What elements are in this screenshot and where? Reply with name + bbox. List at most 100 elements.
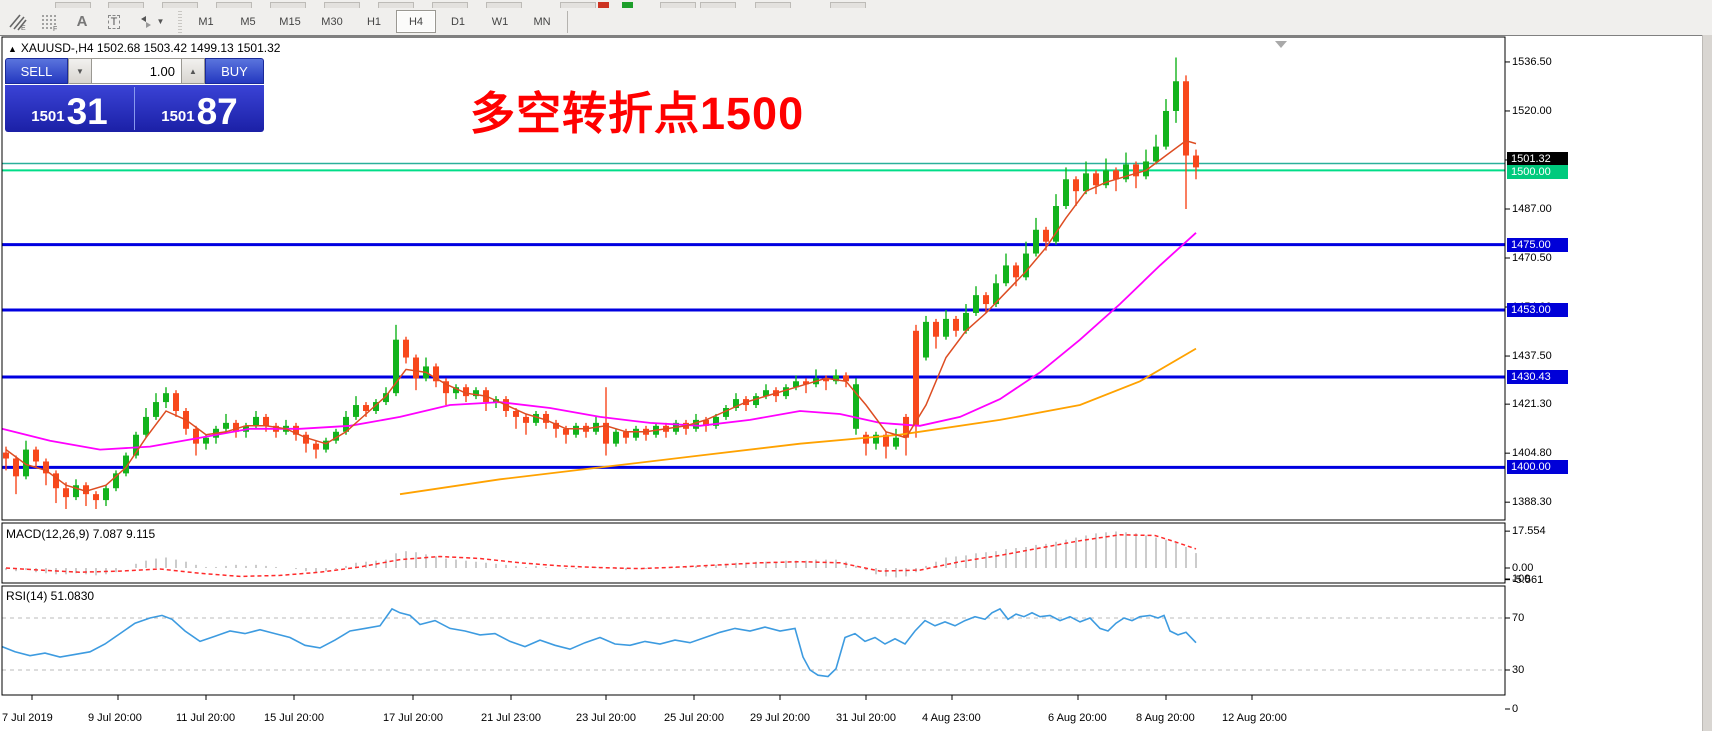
red-status-fragment [598, 2, 609, 8]
timeframe-button-w1[interactable]: W1 [491, 15, 509, 28]
candle-body [943, 318, 949, 337]
toolbar-fragment [270, 2, 306, 8]
green-status-fragment [622, 2, 633, 8]
candle-body [603, 422, 609, 444]
timeframe-button-m5[interactable]: M5 [240, 15, 256, 28]
chart-header-text: XAUUSD-,H4 1502.68 1503.42 1499.13 1501.… [20, 41, 281, 55]
candle-body [853, 384, 859, 429]
candle-body [193, 428, 199, 444]
macd-tick-label: 17.554 [1512, 525, 1546, 538]
toolbar-fragment [755, 2, 791, 8]
candle-body [1013, 265, 1019, 278]
volume-decrease-button[interactable]: ▼ [68, 58, 92, 84]
candle-body [383, 393, 389, 403]
candle-body [113, 473, 119, 489]
candle-body [303, 434, 309, 444]
timeframe-button-d1[interactable]: D1 [450, 15, 466, 28]
candle-body [713, 416, 719, 426]
candle-body [1053, 206, 1059, 242]
symbol-collapse-arrow[interactable]: ▲ [8, 44, 17, 54]
timeframe-button-h1[interactable]: H1 [366, 15, 382, 28]
toolbar-separator-2 [567, 10, 568, 33]
timeframe-button-mn[interactable]: MN [533, 15, 551, 28]
macd-panel-border [1, 522, 1506, 584]
macd-signal-line [5, 534, 1197, 578]
chart-plot[interactable] [0, 35, 1712, 731]
time-label: 6 Aug 20:00 [1048, 712, 1107, 724]
channel-tool-icon[interactable]: E [3, 11, 33, 33]
candle-body [933, 321, 939, 337]
candle-body [1083, 173, 1089, 192]
candle-body [913, 330, 919, 426]
candle-body [173, 393, 179, 411]
price-tag-1475.00: 1475.00 [1507, 237, 1568, 252]
timeframe-button-h4[interactable]: H4 [396, 10, 436, 33]
price-tag-1453.00: 1453.00 [1507, 302, 1568, 317]
timeframe-button-m15[interactable]: M15 [279, 15, 301, 28]
chart-window[interactable]: ▲ XAUUSD-,H4 1502.68 1503.42 1499.13 1501… [0, 35, 1712, 731]
timeframe-button-m30[interactable]: M30 [321, 15, 343, 28]
candle-body [1043, 229, 1049, 242]
text-tool-icon[interactable]: T [99, 11, 129, 33]
candle-body [923, 321, 929, 358]
toolbar-separator[interactable] [178, 10, 182, 33]
time-label: 11 Jul 20:00 [176, 712, 236, 724]
timeframe-button-m1[interactable]: M1 [198, 15, 214, 28]
time-label: 23 Jul 20:00 [576, 712, 636, 724]
candle-body [783, 387, 789, 397]
ma-slow-line [399, 347, 1197, 496]
candle-body [1063, 179, 1069, 207]
candle-body [403, 339, 409, 358]
rsi-panel-border [1, 585, 1506, 696]
candle-body [323, 440, 329, 450]
price-tick-label: 1421.30 [1512, 398, 1552, 411]
price-tag-1500.00: 1500.00 [1507, 165, 1568, 180]
time-label: 12 Aug 20:00 [1222, 712, 1287, 724]
svg-text:E: E [21, 25, 26, 31]
candle-body [793, 381, 799, 388]
toolbar-fragment [216, 2, 252, 8]
candle-body [103, 488, 109, 501]
arrows-tool-icon[interactable]: ▼ [131, 11, 171, 33]
price-tick-label: 1388.30 [1512, 496, 1552, 509]
time-label: 31 Jul 20:00 [836, 712, 896, 724]
buy-button[interactable]: BUY [205, 58, 264, 84]
chart-shift-marker-icon [1275, 41, 1287, 48]
candle-body [233, 422, 239, 432]
ask-price-big: 87 [196, 90, 238, 132]
ma-mid-line [1, 232, 1197, 451]
candle-body [873, 434, 879, 444]
candle-body [153, 402, 159, 417]
time-label: 29 Jul 20:00 [750, 712, 810, 724]
candle-body [1143, 161, 1149, 177]
toolbar-fragment [432, 2, 468, 8]
candle-body [63, 488, 69, 498]
sell-button[interactable]: SELL [5, 58, 68, 84]
candle-body [1033, 229, 1039, 254]
candle-body [1103, 170, 1109, 186]
text-label-tool-icon[interactable]: A [76, 13, 88, 30]
candle-body [863, 434, 869, 444]
svg-text:F: F [53, 26, 57, 31]
macd-indicator-label: MACD(12,26,9) 7.087 9.115 [6, 527, 156, 541]
candle-body [133, 434, 139, 456]
fibonacci-tool-icon[interactable]: F [35, 11, 65, 33]
timeframe-group: M1 M5 M15 M30 H1 H4 D1 W1 MN [185, 8, 563, 35]
candle-body [633, 428, 639, 438]
candle-body [963, 312, 969, 331]
ask-quote[interactable]: 1501 87 [135, 85, 264, 132]
volume-increase-button[interactable]: ▲ [181, 58, 205, 84]
candle-body [203, 437, 209, 444]
volume-input[interactable] [92, 58, 181, 84]
candle-body [723, 408, 729, 417]
bid-price-small: 1501 [31, 108, 65, 125]
candle-body [973, 295, 979, 313]
time-label: 25 Jul 20:00 [664, 712, 724, 724]
price-tick-label: 1487.00 [1512, 202, 1552, 215]
candle-body [333, 431, 339, 441]
bid-quote[interactable]: 1501 31 [5, 85, 134, 132]
candle-body [253, 416, 259, 426]
candle-body [893, 437, 899, 447]
macd-tick-label: -5.561 [1512, 573, 1544, 586]
vertical-scrollbar[interactable] [1702, 35, 1712, 731]
